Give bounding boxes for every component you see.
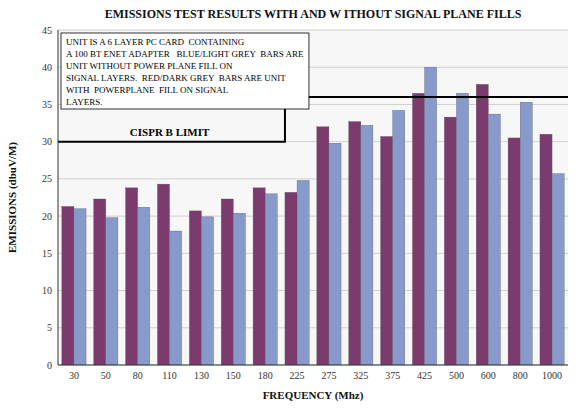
x-tick-label: 180 xyxy=(258,370,273,381)
x-tick-label: 110 xyxy=(162,370,177,381)
y-tick-label: 35 xyxy=(42,99,52,110)
annotation-line: UNIT WITHOUT POWER PLANE FILL ON xyxy=(66,61,233,71)
x-tick-label: 425 xyxy=(417,370,432,381)
bar xyxy=(552,174,564,365)
y-tick-label: 10 xyxy=(42,285,52,296)
bar xyxy=(138,207,150,365)
x-tick-label: 325 xyxy=(353,370,368,381)
x-tick-label: 500 xyxy=(449,370,464,381)
bar xyxy=(476,84,488,365)
bar xyxy=(317,127,329,365)
y-tick-label: 30 xyxy=(42,136,52,147)
annotation-box xyxy=(61,33,309,109)
bars xyxy=(58,67,568,365)
bar xyxy=(126,188,138,365)
annotation-line: SIGNAL LAYERS. RED/DARK GREY BARS ARE UN… xyxy=(66,73,286,83)
x-tick-label: 1000 xyxy=(542,370,562,381)
annotation-line: A 100 BT ENET ADAPTER BLUE/LIGHT GREY BA… xyxy=(66,49,304,59)
y-tick-label: 20 xyxy=(42,211,52,222)
bar xyxy=(361,125,373,365)
y-tick-label: 25 xyxy=(42,173,52,184)
bar xyxy=(412,93,424,365)
x-tick-label: 225 xyxy=(290,370,305,381)
bar xyxy=(540,134,552,365)
x-tick-label: 130 xyxy=(194,370,209,381)
y-tick-label: 45 xyxy=(42,25,52,36)
annotation: UNIT IS A 6 LAYER PC CARD CONTAINING A 10… xyxy=(61,33,309,109)
bar xyxy=(74,209,86,365)
bar xyxy=(329,143,341,365)
bar xyxy=(285,192,297,365)
x-tick-label: 275 xyxy=(321,370,336,381)
bar xyxy=(444,117,456,365)
bar xyxy=(253,188,265,365)
x-tick-label: 30 xyxy=(69,370,79,381)
bar xyxy=(157,184,169,365)
x-tick-label: 800 xyxy=(513,370,528,381)
bar xyxy=(297,180,309,365)
bar xyxy=(520,102,532,365)
bar xyxy=(201,217,213,365)
x-tick-label: 150 xyxy=(226,370,241,381)
grid-line xyxy=(58,365,568,366)
bar xyxy=(62,206,74,365)
bar xyxy=(170,231,182,365)
annotation-line: WITH POWERPLANE FILL ON SIGNAL xyxy=(66,85,228,95)
bar xyxy=(106,218,118,365)
bar xyxy=(393,110,405,365)
x-tick-label: 50 xyxy=(101,370,111,381)
annotation-line: LAYERS. xyxy=(66,97,102,107)
y-tick-label: 0 xyxy=(47,360,52,371)
y-axis-label: EMISSIONS (dbuV/M) xyxy=(6,142,19,253)
bar xyxy=(265,194,277,365)
bar xyxy=(381,136,393,365)
y-tick-label: 5 xyxy=(47,322,52,333)
grid-line xyxy=(58,30,568,31)
x-axis xyxy=(58,365,568,366)
bar xyxy=(233,213,245,365)
annotation-text: UNIT IS A 6 LAYER PC CARD CONTAINING A 10… xyxy=(66,37,304,107)
plot-area xyxy=(58,30,568,365)
bar xyxy=(456,93,468,365)
y-tick-label: 40 xyxy=(42,62,52,73)
bar xyxy=(488,114,500,365)
bar xyxy=(189,211,201,365)
chart: 0 5 10 15 20 25 30 35 40 45 CISPR B LIMIT 30 50 80 110… xyxy=(0,0,580,411)
bar xyxy=(425,67,437,365)
bar xyxy=(508,138,520,365)
title: EMISSIONS TEST RESULTS WITH AND W ITHOUT… xyxy=(105,7,522,21)
bar xyxy=(221,199,233,365)
x-tick-label: 375 xyxy=(385,370,400,381)
limit-label: CISPR B LIMIT xyxy=(130,126,210,138)
x-tick-label: 600 xyxy=(481,370,496,381)
bar xyxy=(94,199,106,365)
x-tick-label: 80 xyxy=(133,370,143,381)
y-tick-label: 15 xyxy=(42,248,52,259)
bar xyxy=(349,122,361,365)
y-axis xyxy=(58,30,59,365)
x-axis-label: FREQUENCY (Mhz) xyxy=(263,389,364,402)
annotation-line: UNIT IS A 6 LAYER PC CARD CONTAINING xyxy=(66,37,245,47)
